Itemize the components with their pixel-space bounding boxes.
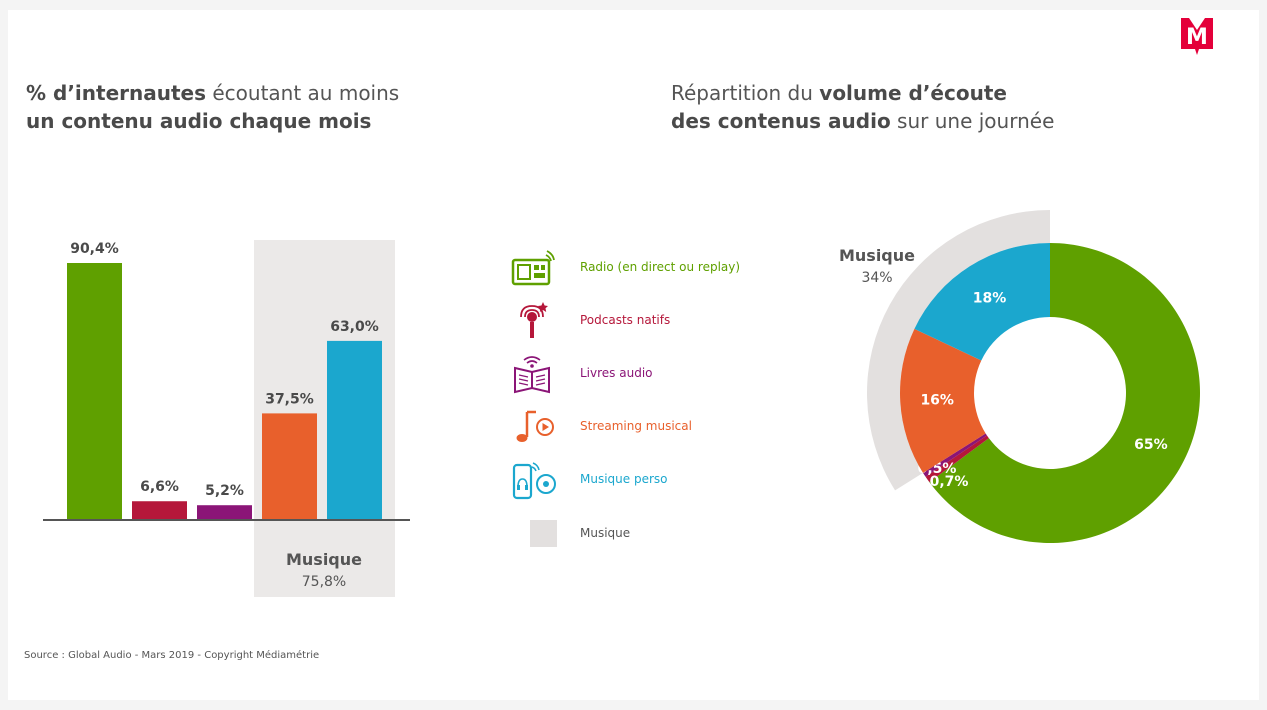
bar-value-label: 6,6% [140,479,179,495]
bar-3 [197,505,252,520]
donut-slice-label: 0,7% [930,474,969,490]
microphone-icon [520,302,548,338]
bar-value-label: 90,4% [70,241,119,257]
bar-1 [67,263,122,520]
legend-item-podcasts: Podcasts natifs [510,301,770,341]
donut-slice-3 [923,433,987,477]
musique-group-value: 75,8% [302,574,346,590]
legend-item-livres-audio: Livres audio [510,354,770,394]
bar-value-label: 37,5% [265,391,314,407]
slide-background [8,10,1259,700]
bar-4 [262,413,317,520]
book-icon [514,356,550,394]
musique-group-label: Musique [286,550,362,569]
source-note: Source : Global Audio - Mars 2019 - Copy… [24,650,320,661]
donut-slice-label: 18% [973,291,1007,307]
right-chart-title: Répartition du volume d’écoute des conte… [671,81,1055,133]
bar-5 [327,340,382,520]
smartphone-icon [512,462,556,500]
donut-slice-1 [929,243,1200,543]
left-chart-title: % d’internautes écoutant au moins un con… [26,81,400,133]
legend-label: Podcasts natifs [580,313,671,327]
donut-slice-2 [925,435,989,483]
legend-item-streaming: Streaming musical [510,407,770,447]
legend-label: Musique perso [580,472,668,486]
donut-slice-label: 65% [1134,437,1168,453]
gray-square-icon [530,520,557,547]
legend-label: Livres audio [580,366,653,380]
donut-slice-label: 16% [920,393,954,409]
donut-slice-4 [899,328,986,473]
radio-icon [511,250,555,286]
legend-item-radio: Radio (en direct ou replay) [510,248,770,288]
music-note-icon [516,410,554,442]
bar-value-label: 5,2% [205,483,244,499]
mediametrie-logo: M [1181,18,1213,55]
bar-value-label: 63,0% [330,319,379,335]
legend-item-musique: Musique [510,514,770,554]
musique-group-arc [867,209,1050,491]
donut-musique-group-label: Musique [839,246,915,265]
legend-label: Radio (en direct ou replay) [580,260,741,274]
legend-label: Streaming musical [580,419,692,433]
legend-item-musique-perso: Musique perso [510,460,770,500]
bar-2 [132,501,187,520]
legend-label: Musique [580,526,631,540]
svg-text:M: M [1186,25,1208,50]
donut-slice-5 [914,243,1050,361]
donut-musique-group-value: 34% [861,270,892,286]
